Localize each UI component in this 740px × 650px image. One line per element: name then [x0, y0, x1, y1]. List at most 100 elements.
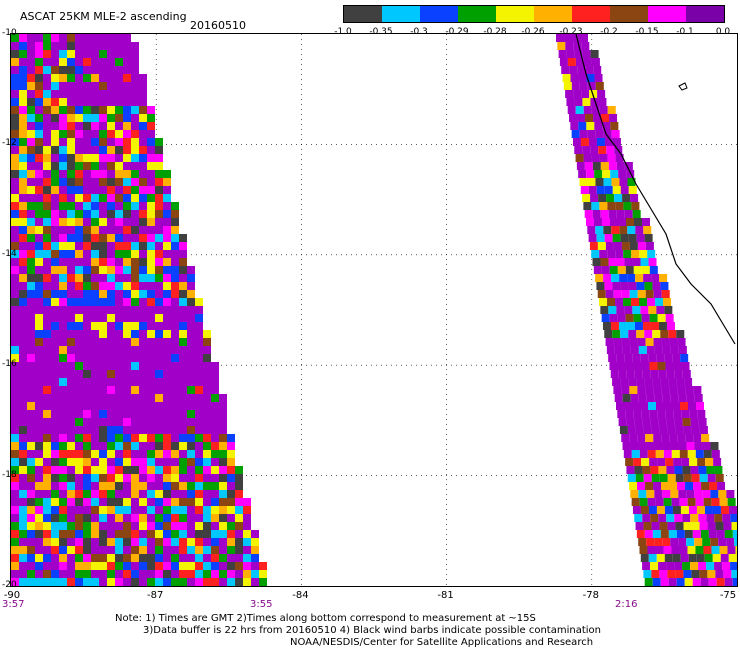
swath-cell: [99, 226, 107, 234]
swath-cell: [662, 394, 671, 402]
swath-cell: [155, 290, 163, 298]
swath-cell: [179, 458, 187, 466]
swath-cell: [107, 130, 115, 138]
swath-cell: [27, 106, 35, 114]
swath-cell: [131, 490, 139, 498]
swath-cell: [43, 410, 51, 418]
swath-cell: [139, 434, 147, 442]
swath-cell: [67, 426, 75, 434]
swath-cell: [115, 282, 123, 290]
swath-cell: [706, 466, 715, 474]
swath-cell: [27, 58, 35, 66]
swath-cell: [139, 346, 147, 354]
swath-cell: [59, 370, 67, 378]
swath-cell: [730, 562, 737, 570]
colorbar-label: -0.15: [635, 27, 659, 37]
swath-cell: [35, 346, 43, 354]
swath-cell: [19, 362, 27, 370]
swath-cell: [83, 162, 91, 170]
swath-cell: [155, 442, 163, 450]
swath-cell: [195, 562, 203, 570]
swath-cell: [689, 458, 698, 466]
swath-cell: [155, 354, 163, 362]
swath-cell: [27, 242, 35, 250]
swath-cell: [83, 346, 91, 354]
swath-cell: [211, 370, 219, 378]
swath-cell: [131, 522, 139, 530]
swath-cell: [163, 242, 171, 250]
swath-cell: [155, 514, 163, 522]
swath-cell: [67, 482, 75, 490]
swath-cell: [710, 442, 719, 450]
swath-cell: [666, 418, 675, 426]
swath-cell: [27, 498, 35, 506]
swath-cell: [700, 530, 709, 538]
swath-cell: [91, 474, 99, 482]
swath-cell: [598, 146, 607, 154]
swath-cell: [609, 314, 618, 322]
swath-cell: [11, 250, 19, 258]
swath-cell: [107, 402, 115, 410]
swath-cell: [59, 514, 67, 522]
swath-cell: [123, 34, 131, 42]
swath-cell: [602, 122, 611, 130]
swath-cell: [19, 146, 27, 154]
swath-cell: [637, 482, 646, 490]
swath-cell: [629, 434, 638, 442]
swath-cell: [211, 530, 219, 538]
swath-cell: [27, 138, 35, 146]
swath-cell: [11, 402, 19, 410]
swath-cell: [99, 218, 107, 226]
swath-cell: [11, 530, 19, 538]
swath-cell: [621, 386, 630, 394]
swath-cell: [179, 418, 187, 426]
swath-cell: [638, 442, 647, 450]
colorbar-swatch: [648, 6, 686, 22]
swath-cell: [131, 570, 139, 578]
swath-cell: [75, 298, 83, 306]
swath-cell: [652, 578, 661, 586]
swath-cell: [27, 530, 35, 538]
swath-cell: [179, 274, 187, 282]
swath-cell: [19, 522, 27, 530]
swath-cell: [131, 314, 139, 322]
swath-cell: [629, 242, 638, 250]
swath-cell: [99, 146, 107, 154]
swath-cell: [139, 490, 147, 498]
swath-cell: [19, 50, 27, 58]
swath-cell: [83, 450, 91, 458]
swath-cell: [27, 250, 35, 258]
swath-cell: [139, 274, 147, 282]
swath-cell: [675, 570, 684, 578]
swath-cell: [27, 474, 35, 482]
swath-cell: [51, 562, 59, 570]
swath-cell: [75, 362, 83, 370]
swath-cell: [27, 378, 35, 386]
swath-cell: [123, 50, 131, 58]
swath-cell: [681, 410, 690, 418]
swath-cell: [195, 506, 203, 514]
swath-cell: [622, 442, 631, 450]
swath-cell: [99, 386, 107, 394]
swath-cell: [728, 506, 737, 514]
colorbar-swatch: [610, 6, 648, 22]
swath-cell: [115, 90, 123, 98]
swath-cell: [626, 466, 635, 474]
swath-cell: [99, 570, 107, 578]
swath-cell: [75, 242, 83, 250]
swath-cell: [619, 226, 628, 234]
swath-cell: [123, 450, 131, 458]
swath-cell: [123, 298, 131, 306]
swath-cell: [131, 186, 139, 194]
swath-cell: [219, 450, 227, 458]
swath-cell: [630, 442, 639, 450]
swath-cell: [75, 130, 83, 138]
swath-cell: [634, 218, 642, 226]
swath-cell: [171, 482, 179, 490]
swath-cell: [59, 34, 67, 42]
map-plot[interactable]: [10, 33, 738, 587]
swath-cell: [99, 498, 107, 506]
swath-cell: [584, 162, 593, 170]
swath-cell: [179, 442, 187, 450]
swath-cell: [611, 178, 620, 186]
